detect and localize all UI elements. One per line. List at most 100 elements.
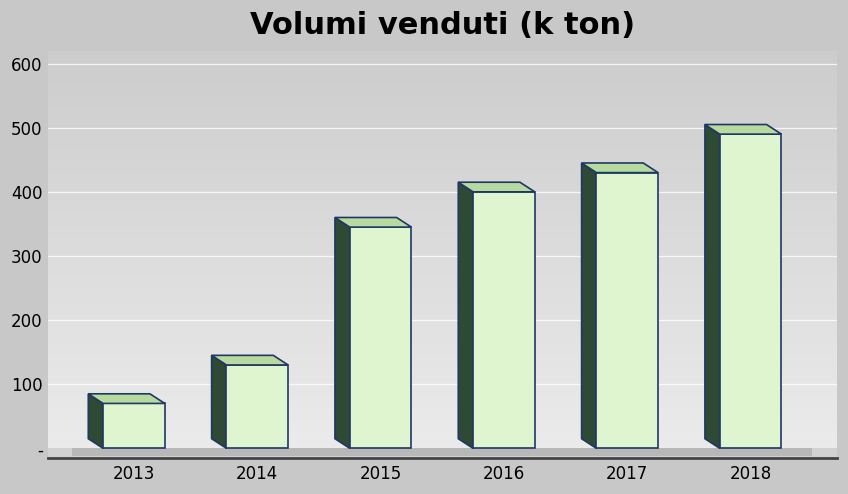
Bar — [47, 148, 837, 150]
Bar — [47, 180, 837, 182]
Bar — [47, 403, 837, 405]
Bar — [47, 246, 837, 247]
Bar — [47, 98, 837, 100]
Bar — [47, 319, 837, 321]
Bar — [47, 416, 837, 418]
Bar — [47, 234, 837, 236]
Bar — [47, 271, 837, 273]
Polygon shape — [88, 394, 103, 449]
Bar — [47, 407, 837, 409]
Bar — [47, 442, 837, 444]
Bar — [47, 383, 837, 385]
Bar — [47, 303, 837, 305]
Bar — [47, 158, 837, 160]
Title: Volumi venduti (k ton): Volumi venduti (k ton) — [249, 11, 635, 40]
Bar — [47, 55, 837, 57]
Bar — [47, 196, 837, 198]
Bar — [47, 331, 837, 333]
Bar — [47, 214, 837, 216]
Bar — [47, 359, 837, 361]
Bar — [47, 373, 837, 375]
Bar — [47, 220, 837, 222]
Bar — [47, 263, 837, 265]
Bar — [47, 77, 837, 79]
Bar — [47, 436, 837, 438]
Bar — [47, 208, 837, 210]
Bar — [47, 288, 837, 289]
Bar — [47, 51, 837, 53]
Bar — [47, 351, 837, 353]
Bar — [47, 444, 837, 447]
Bar — [47, 124, 837, 126]
Bar — [47, 128, 837, 130]
Polygon shape — [335, 217, 349, 449]
Bar — [47, 424, 837, 426]
Bar — [47, 293, 837, 295]
Bar — [47, 420, 837, 422]
Bar — [47, 88, 837, 90]
Polygon shape — [582, 163, 658, 172]
Bar — [47, 244, 837, 246]
Bar — [47, 393, 837, 395]
Bar — [47, 71, 837, 73]
Bar — [47, 232, 837, 234]
Bar — [47, 295, 837, 297]
Bar — [47, 277, 837, 280]
Bar — [47, 309, 837, 311]
Bar — [47, 333, 837, 335]
Bar — [47, 186, 837, 188]
Bar — [47, 422, 837, 424]
Bar — [47, 286, 837, 288]
Bar — [47, 284, 837, 286]
Bar — [47, 405, 837, 407]
Bar — [47, 381, 837, 383]
Bar — [47, 166, 837, 168]
Bar — [47, 385, 837, 387]
Bar — [47, 428, 837, 430]
Bar — [47, 65, 837, 67]
Bar — [47, 305, 837, 307]
Bar — [47, 104, 837, 106]
Bar — [47, 387, 837, 389]
Bar — [47, 172, 837, 174]
Bar — [47, 379, 837, 381]
Bar — [47, 325, 837, 327]
Bar — [47, 339, 837, 341]
Bar — [47, 267, 837, 269]
Bar — [47, 426, 837, 428]
Bar — [47, 345, 837, 347]
Bar — [47, 361, 837, 363]
Bar — [47, 206, 837, 208]
Bar — [47, 447, 837, 449]
Bar — [47, 397, 837, 399]
Bar — [47, 115, 837, 117]
Bar — [47, 81, 837, 82]
Bar — [47, 178, 837, 180]
Bar — [47, 355, 837, 357]
Polygon shape — [458, 182, 535, 192]
Bar — [47, 230, 837, 232]
Bar — [47, 111, 837, 113]
Bar — [47, 73, 837, 75]
Bar — [47, 253, 837, 255]
Bar — [47, 92, 837, 94]
Bar — [47, 291, 837, 293]
Bar — [47, 218, 837, 220]
Bar — [47, 90, 837, 92]
Bar — [47, 265, 837, 267]
Bar — [47, 216, 837, 218]
Bar — [47, 202, 837, 204]
Bar — [47, 401, 837, 403]
Bar — [47, 168, 837, 170]
Bar — [47, 311, 837, 313]
Bar — [47, 307, 837, 309]
Bar — [47, 188, 837, 190]
Bar — [47, 317, 837, 319]
Bar — [47, 84, 837, 86]
Bar — [47, 63, 837, 65]
Bar — [47, 289, 837, 291]
Bar — [47, 238, 837, 240]
Bar — [47, 375, 837, 377]
Bar — [47, 242, 837, 244]
Bar — [47, 337, 837, 339]
